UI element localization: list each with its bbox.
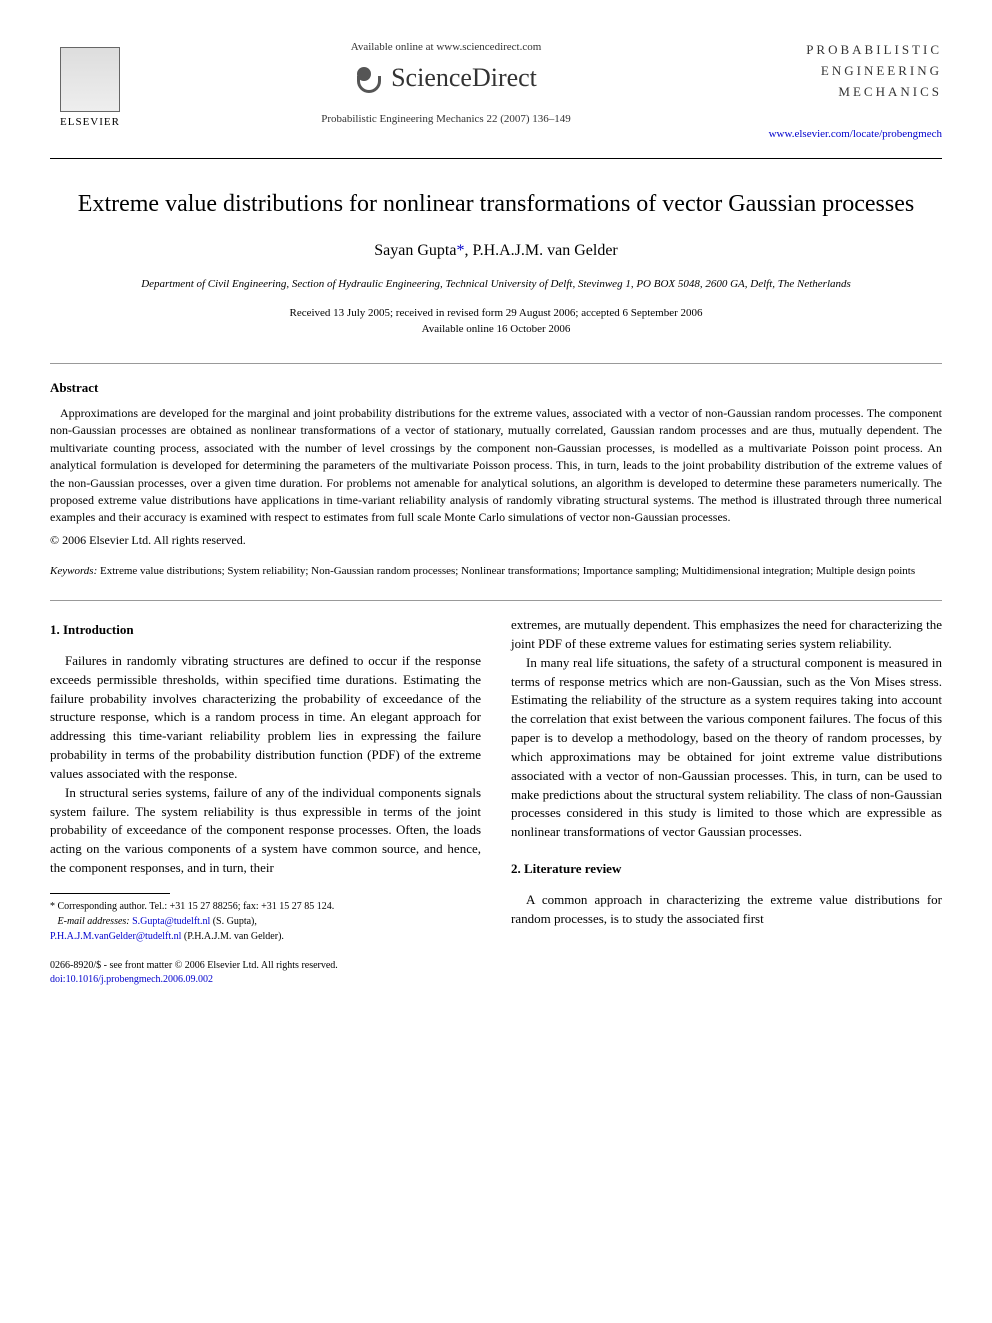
elsevier-tree-icon	[60, 47, 120, 112]
lit-paragraph-1: A common approach in characterizing the …	[511, 891, 942, 929]
abstract-divider-top	[50, 363, 942, 364]
intro-paragraph-3: In many real life situations, the safety…	[511, 654, 942, 842]
article-title: Extreme value distributions for nonlinea…	[50, 189, 942, 220]
email-label: E-mail addresses:	[58, 916, 130, 927]
affiliation: Department of Civil Engineering, Section…	[50, 277, 942, 292]
abstract-divider-bottom	[50, 600, 942, 601]
right-column: extremes, are mutually dependent. This e…	[511, 616, 942, 987]
keywords-label: Keywords:	[50, 565, 97, 577]
journal-url: www.elsevier.com/locate/probengmech	[762, 127, 942, 142]
publisher-name: ELSEVIER	[60, 115, 120, 130]
intro-paragraph-1: Failures in randomly vibrating structure…	[50, 652, 481, 784]
journal-branding: PROBABILISTIC ENGINEERING MECHANICS www.…	[762, 40, 942, 143]
footnote-divider	[50, 893, 170, 894]
header-divider	[50, 158, 942, 159]
email-1-name: (S. Gupta),	[213, 916, 257, 927]
sciencedirect-text: ScienceDirect	[391, 60, 537, 96]
section-1-heading: 1. Introduction	[50, 621, 481, 640]
available-online-text: Available online at www.sciencedirect.co…	[150, 40, 742, 55]
article-dates: Received 13 July 2005; received in revis…	[50, 305, 942, 338]
author-1: Sayan Gupta	[374, 242, 456, 259]
email-1-link[interactable]: S.Gupta@tudelft.nl	[132, 916, 210, 927]
email-2-row: P.H.A.J.M.vanGelder@tudelft.nl (P.H.A.J.…	[50, 929, 481, 944]
footnote: * Corresponding author. Tel.: +31 15 27 …	[50, 899, 481, 944]
doi-line: doi:10.1016/j.probengmech.2006.09.002	[50, 973, 481, 987]
footer-meta: 0266-8920/$ - see front matter © 2006 El…	[50, 959, 481, 987]
email-2-name: (P.H.A.J.M. van Gelder).	[184, 931, 284, 942]
intro-paragraph-2: In structural series systems, failure of…	[50, 784, 481, 878]
abstract-text: Approximations are developed for the mar…	[50, 405, 942, 527]
intro-paragraph-2-cont: extremes, are mutually dependent. This e…	[511, 616, 942, 654]
keywords-text: Extreme value distributions; System reli…	[100, 565, 915, 577]
copyright: © 2006 Elsevier Ltd. All rights reserved…	[50, 532, 942, 549]
body-columns: 1. Introduction Failures in randomly vib…	[50, 616, 942, 987]
journal-reference: Probabilistic Engineering Mechanics 22 (…	[150, 112, 742, 127]
section-2-heading: 2. Literature review	[511, 860, 942, 879]
sciencedirect-icon	[355, 65, 383, 93]
dates-online: Available online 16 October 2006	[50, 321, 942, 338]
header-center: Available online at www.sciencedirect.co…	[130, 40, 762, 127]
publisher-logo: ELSEVIER	[50, 40, 130, 130]
journal-name: PROBABILISTIC ENGINEERING MECHANICS	[762, 40, 942, 102]
left-column: 1. Introduction Failures in randomly vib…	[50, 616, 481, 987]
corresponding-marker[interactable]: *	[456, 242, 464, 259]
email-2-link[interactable]: P.H.A.J.M.vanGelder@tudelft.nl	[50, 931, 181, 942]
author-2: P.H.A.J.M. van Gelder	[472, 242, 617, 259]
authors: Sayan Gupta*, P.H.A.J.M. van Gelder	[50, 240, 942, 262]
corresponding-author: * Corresponding author. Tel.: +31 15 27 …	[50, 899, 481, 914]
doi-link[interactable]: doi:10.1016/j.probengmech.2006.09.002	[50, 974, 213, 985]
journal-url-link[interactable]: www.elsevier.com/locate/probengmech	[769, 128, 942, 140]
page-header: ELSEVIER Available online at www.science…	[50, 40, 942, 143]
dates-received: Received 13 July 2005; received in revis…	[50, 305, 942, 322]
keywords: Keywords: Extreme value distributions; S…	[50, 563, 942, 580]
issn-line: 0266-8920/$ - see front matter © 2006 El…	[50, 959, 481, 973]
email-addresses: E-mail addresses: S.Gupta@tudelft.nl (S.…	[50, 914, 481, 929]
abstract-heading: Abstract	[50, 379, 942, 397]
sciencedirect-logo: ScienceDirect	[150, 60, 742, 96]
